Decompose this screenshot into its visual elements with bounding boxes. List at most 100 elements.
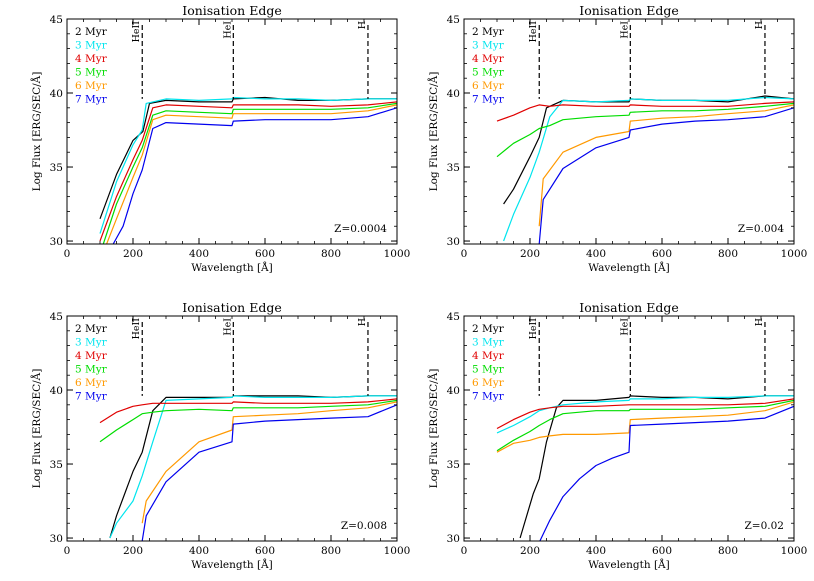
- metallicity-label: Z=0.008: [341, 520, 387, 532]
- series-line-4-myr: [496, 101, 794, 122]
- x-tick-label: 800: [321, 545, 341, 557]
- y-tick-label: 30: [50, 236, 63, 248]
- legend-item: 3 Myr: [472, 40, 505, 52]
- y-tick-label: 30: [447, 533, 460, 545]
- legend-item: 5 Myr: [75, 67, 108, 79]
- series-line-4-myr: [99, 101, 397, 242]
- edge-label: HeI: [222, 21, 233, 39]
- series-line-4-myr: [496, 398, 794, 430]
- x-tick-label: 800: [718, 248, 738, 260]
- edge-label: HeI: [619, 318, 630, 336]
- series-group: [99, 96, 397, 244]
- series-line-6-myr: [496, 401, 794, 453]
- edge-label: H: [357, 21, 368, 29]
- legend-item: 2 Myr: [472, 323, 505, 335]
- x-tick-label: 1000: [781, 545, 808, 557]
- y-tick-label: 30: [447, 236, 460, 248]
- series-line-7-myr: [539, 405, 794, 541]
- edge-label: H: [754, 318, 765, 326]
- x-tick-label: 200: [123, 248, 143, 260]
- x-tick-label: 600: [652, 545, 672, 557]
- metallicity-label: Z=0.02: [745, 520, 784, 532]
- y-tick-label: 30: [50, 533, 63, 545]
- chart-title: Ionisation Edge: [579, 3, 678, 18]
- x-axis-label: Wavelength [Å]: [588, 260, 669, 274]
- y-tick-label: 45: [50, 311, 63, 323]
- x-tick-label: 1000: [781, 248, 808, 260]
- series-group: [496, 95, 794, 244]
- x-tick-label: 400: [586, 248, 606, 260]
- panel-4: Ionisation Edge HeII HeI H 0 200 400 600 800 1000…: [426, 300, 807, 571]
- x-tick-label: 0: [64, 545, 71, 557]
- legend-item: 7 Myr: [472, 94, 505, 106]
- chart-title: Ionisation Edge: [579, 300, 678, 315]
- legend-item: 4 Myr: [472, 350, 505, 362]
- legend-item: 3 Myr: [472, 337, 505, 349]
- legend-item: 4 Myr: [75, 53, 108, 65]
- series-line-4-myr: [99, 398, 397, 424]
- legend-item: 4 Myr: [472, 53, 505, 65]
- x-tick-label: 200: [520, 545, 540, 557]
- series-line-5-myr: [496, 399, 794, 452]
- legend-item: 5 Myr: [75, 364, 108, 376]
- y-tick-label: 35: [447, 459, 460, 471]
- x-tick-label: 0: [64, 248, 71, 260]
- series-line-6-myr: [141, 401, 397, 524]
- legend-item: 4 Myr: [75, 350, 108, 362]
- x-tick-label: 800: [321, 248, 341, 260]
- series-line-6-myr: [106, 104, 397, 244]
- x-tick-label: 1000: [384, 545, 411, 557]
- y-tick-label: 40: [447, 385, 460, 397]
- series-line-3-myr: [99, 96, 397, 234]
- y-tick-label: 45: [50, 14, 63, 26]
- y-tick-label: 45: [447, 311, 460, 323]
- legend-item: 3 Myr: [75, 40, 108, 52]
- x-tick-label: 200: [520, 248, 540, 260]
- y-axis-label: Log Flux [ERG/SEC/Å]: [426, 369, 440, 489]
- y-tick-label: 45: [447, 14, 460, 26]
- edge-label: HeI: [222, 318, 233, 336]
- legend-item: 7 Myr: [472, 391, 505, 403]
- y-axis-label: Log Flux [ERG/SEC/Å]: [29, 72, 43, 192]
- x-axis-label: Wavelength [Å]: [191, 260, 272, 274]
- series-line-2-myr: [519, 395, 794, 539]
- edge-label: HeII: [528, 318, 539, 340]
- panel-1: Ionisation Edge HeII HeI H 0 200 400 600 800 1000…: [29, 3, 410, 274]
- chart-title: Ionisation Edge: [182, 300, 281, 315]
- chart-title: Ionisation Edge: [182, 3, 281, 18]
- series-line-7-myr: [141, 404, 397, 541]
- x-tick-label: 600: [652, 248, 672, 260]
- series-line-5-myr: [99, 399, 397, 443]
- series-line-3-myr: [496, 395, 794, 434]
- y-tick-label: 40: [50, 385, 63, 397]
- edge-label: HeI: [619, 21, 630, 39]
- x-tick-label: 400: [586, 545, 606, 557]
- series-line-5-myr: [496, 102, 794, 158]
- legend-item: 6 Myr: [472, 80, 505, 92]
- y-tick-label: 35: [50, 459, 63, 471]
- series-line-5-myr: [102, 102, 397, 244]
- series-group: [99, 395, 397, 541]
- axes-frame: [66, 18, 398, 245]
- legend-item: 2 Myr: [472, 26, 505, 38]
- x-tick-label: 0: [461, 248, 468, 260]
- x-tick-label: 600: [255, 545, 275, 557]
- x-tick-label: 600: [255, 248, 275, 260]
- series-line-6-myr: [538, 104, 794, 227]
- metallicity-label: Z=0.004: [738, 223, 784, 235]
- series-line-3-myr: [503, 96, 794, 242]
- y-axis-label: Log Flux [ERG/SEC/Å]: [29, 369, 43, 489]
- y-tick-label: 35: [50, 162, 63, 174]
- legend-item: 6 Myr: [75, 80, 108, 92]
- series-line-3-myr: [109, 395, 397, 539]
- x-tick-label: 1000: [384, 248, 411, 260]
- x-tick-label: 0: [461, 545, 468, 557]
- y-tick-label: 40: [50, 88, 63, 100]
- series-group: [496, 395, 794, 541]
- y-tick-label: 35: [447, 162, 460, 174]
- edge-label: H: [754, 21, 765, 29]
- y-tick-label: 40: [447, 88, 460, 100]
- legend-item: 5 Myr: [472, 364, 505, 376]
- series-line-7-myr: [112, 107, 397, 244]
